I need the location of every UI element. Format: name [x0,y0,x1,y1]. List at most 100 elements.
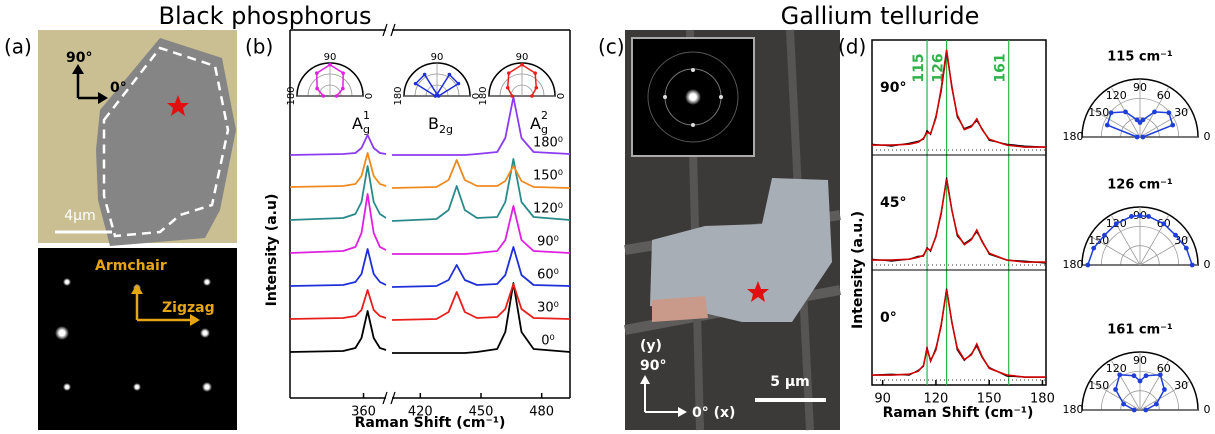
polar-tick-label: 30 [1174,379,1188,392]
polar-point [1154,402,1159,407]
polar-point [315,87,319,91]
reference-label: 161 [993,53,1009,82]
polar-point [1190,263,1195,268]
spectrum-line [290,135,386,155]
polar-point [1135,117,1140,122]
polar-point [1144,373,1149,378]
polar-point [1102,233,1107,238]
spectrum-line [290,153,386,187]
spectrum-fit [872,50,1046,147]
polar-point [1085,263,1090,268]
polar-point [434,94,438,98]
polar-tick-label: 180 [1063,258,1084,271]
polar-point [423,73,427,77]
heading-left: Black phosphorus [159,2,372,30]
polar-point [457,82,461,86]
polar-point [1123,109,1128,114]
polar-tick-label: 90 [516,52,529,63]
polar-point [1170,123,1175,128]
peak-label-base: A [530,114,541,133]
polar-point [315,71,319,75]
polar-title: 115 cm⁻¹ [1107,50,1172,65]
direction-label: (y) [640,338,662,354]
polar-point [1162,387,1167,392]
polar-point [1166,110,1171,115]
polar-tick-label: 180 [1063,403,1084,416]
polar-tick-label: 30 [1174,106,1188,119]
spectrum-fit [872,179,1046,262]
series-label: 180⁰ [533,136,563,151]
polar-point [533,71,537,75]
polar-tick-label: 0 [1204,258,1211,271]
polar-point [1161,221,1166,226]
series-label: 0⁰ [541,334,554,349]
spectrum-line [290,249,386,286]
polar-point [1132,408,1137,413]
scale-bar-label: 5 μm [770,374,810,390]
polar-tick-label: 120 [1106,89,1127,102]
polar-point [1158,372,1163,377]
polar-title: 161 cm⁻¹ [1107,323,1172,338]
spectrum-fit [872,290,1046,378]
series-label: 60⁰ [537,268,559,283]
polar-tick-label: 0 [556,93,567,99]
polar-tick-label: 90 [324,52,337,63]
figure: Black phosphorus Gallium telluride (a) 9… [0,0,1215,434]
peak-label-base: A [352,114,363,133]
x-axis-label: Raman Shift (cm⁻¹) [355,415,506,431]
polar-point [520,63,524,67]
peak-label-base: B [428,114,439,133]
polar-point [448,73,452,77]
polar-title: 126 cm⁻¹ [1107,178,1172,193]
spectrum-line [290,311,386,352]
spectrum-data [872,289,1046,378]
panel-label: (b) [245,35,273,59]
direction-label: 90° [66,50,92,66]
polar-point [510,94,514,98]
peak-label: B2g [428,114,453,137]
polar-point [1117,372,1122,377]
polar-point [1129,214,1134,219]
direction-label: 0° (x) [692,405,735,421]
polar-point [1173,233,1178,238]
polar-point [1146,214,1151,219]
polar-tick-label: 150 [1088,379,1109,392]
polar-point [341,87,345,91]
spectrum-line [290,166,386,220]
polar-tick-label: 90 [431,52,444,63]
spectrum-data [872,53,1046,147]
polar-point [1114,221,1119,226]
y-axis-label: Intensity (a.u) [264,194,280,307]
sem-image: 90° 0° 4μm [38,30,237,246]
polar-point [1105,123,1110,128]
peak-label-sup: 1 [363,109,370,122]
polar-tick-label: 180 [393,86,404,105]
spectrum-line [290,194,386,253]
polar-point [1121,402,1126,407]
polar-point [1184,246,1189,251]
polar-point [328,63,332,67]
polar-point [1109,110,1114,115]
peak-label-sub: g [541,123,548,136]
scale-bar-label: 4μm [64,208,95,224]
series-label: 0° [880,310,897,326]
series-label: 45° [880,195,906,211]
direction-label: Zigzag [162,300,215,316]
direction-label: 0° [110,80,127,96]
polar-tick-label: 0 [364,93,375,99]
reference-label: 115 [911,53,927,82]
polar-point [1132,373,1137,378]
polar-tick-label: 120 [1106,362,1127,375]
polar-point [534,86,538,90]
panel-label: (c) [598,35,625,59]
polar-point [1138,213,1143,218]
diffraction-image: Armchair Zigzag [38,248,237,430]
panel-label: (d) [838,35,866,59]
direction-label: Armchair [95,258,167,274]
series-label: 30⁰ [537,301,559,316]
y-axis-label: Intensity (a.u.) [850,211,866,329]
polar-point [1135,135,1140,140]
peak-label-sub: 2g [439,123,453,136]
polar-tick-label: 90 [1133,354,1147,367]
polar-tick-label: 0 [1204,130,1211,143]
